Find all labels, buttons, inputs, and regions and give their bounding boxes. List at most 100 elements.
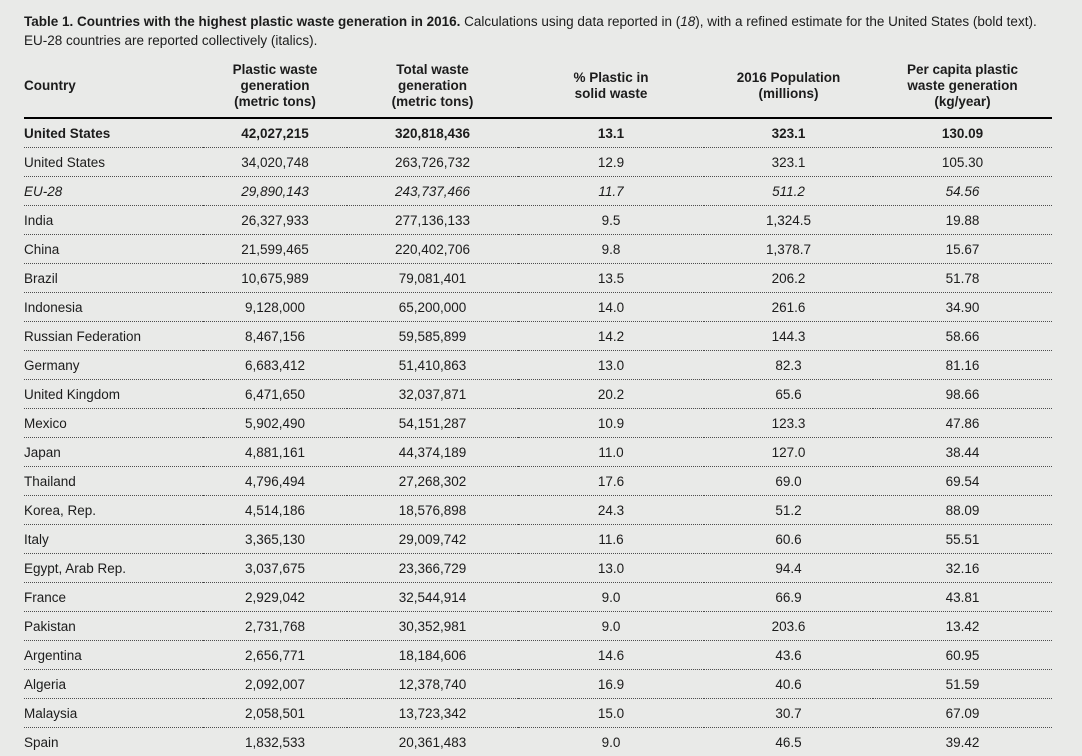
cell-pct-plastic-in-solid-waste: 14.0 [518, 293, 704, 322]
cell-country: China [24, 235, 203, 264]
cell-country: Mexico [24, 409, 203, 438]
cell-per-capita-plastic-waste-kg-year: 51.78 [873, 264, 1052, 293]
cell-pct-plastic-in-solid-waste: 17.6 [518, 467, 704, 496]
cell-country: Indonesia [24, 293, 203, 322]
cell-population-2016-millions: 511.2 [704, 177, 873, 206]
cell-plastic-waste-generation: 2,656,771 [203, 641, 347, 670]
cell-population-2016-millions: 40.6 [704, 670, 873, 699]
cell-total-waste-generation: 44,374,189 [347, 438, 518, 467]
cell-per-capita-plastic-waste-kg-year: 51.59 [873, 670, 1052, 699]
cell-pct-plastic-in-solid-waste: 9.0 [518, 612, 704, 641]
cell-per-capita-plastic-waste-kg-year: 47.86 [873, 409, 1052, 438]
cell-population-2016-millions: 94.4 [704, 554, 873, 583]
column-header-country: Country [24, 58, 203, 118]
cell-pct-plastic-in-solid-waste: 12.9 [518, 148, 704, 177]
cell-total-waste-generation: 13,723,342 [347, 699, 518, 728]
cell-country: United States [24, 148, 203, 177]
cell-plastic-waste-generation: 29,890,143 [203, 177, 347, 206]
cell-plastic-waste-generation: 2,092,007 [203, 670, 347, 699]
cell-per-capita-plastic-waste-kg-year: 58.66 [873, 322, 1052, 351]
cell-country: United Kingdom [24, 380, 203, 409]
cell-pct-plastic-in-solid-waste: 9.5 [518, 206, 704, 235]
cell-population-2016-millions: 323.1 [704, 148, 873, 177]
cell-country: India [24, 206, 203, 235]
table-header-row: Country Plastic waste generation (metric… [24, 58, 1052, 118]
caption-reference-number: 18 [680, 14, 695, 29]
cell-pct-plastic-in-solid-waste: 13.5 [518, 264, 704, 293]
cell-country: EU-28 [24, 177, 203, 206]
cell-country: United States [24, 118, 203, 148]
cell-total-waste-generation: 32,544,914 [347, 583, 518, 612]
cell-pct-plastic-in-solid-waste: 20.2 [518, 380, 704, 409]
cell-pct-plastic-in-solid-waste: 14.6 [518, 641, 704, 670]
cell-country: Brazil [24, 264, 203, 293]
cell-population-2016-millions: 66.9 [704, 583, 873, 612]
cell-pct-plastic-in-solid-waste: 11.6 [518, 525, 704, 554]
caption-text-before-ref: Calculations using data reported in ( [460, 14, 680, 29]
cell-total-waste-generation: 65,200,000 [347, 293, 518, 322]
cell-plastic-waste-generation: 10,675,989 [203, 264, 347, 293]
cell-population-2016-millions: 144.3 [704, 322, 873, 351]
cell-pct-plastic-in-solid-waste: 15.0 [518, 699, 704, 728]
cell-plastic-waste-generation: 34,020,748 [203, 148, 347, 177]
cell-pct-plastic-in-solid-waste: 9.8 [518, 235, 704, 264]
cell-plastic-waste-generation: 2,929,042 [203, 583, 347, 612]
cell-plastic-waste-generation: 2,058,501 [203, 699, 347, 728]
cell-country: Algeria [24, 670, 203, 699]
cell-plastic-waste-generation: 2,731,768 [203, 612, 347, 641]
cell-plastic-waste-generation: 4,881,161 [203, 438, 347, 467]
cell-total-waste-generation: 51,410,863 [347, 351, 518, 380]
cell-per-capita-plastic-waste-kg-year: 54.56 [873, 177, 1052, 206]
cell-total-waste-generation: 29,009,742 [347, 525, 518, 554]
cell-per-capita-plastic-waste-kg-year: 38.44 [873, 438, 1052, 467]
cell-per-capita-plastic-waste-kg-year: 81.16 [873, 351, 1052, 380]
cell-per-capita-plastic-waste-kg-year: 15.67 [873, 235, 1052, 264]
plastic-waste-table: Country Plastic waste generation (metric… [24, 58, 1052, 756]
table-header: Country Plastic waste generation (metric… [24, 58, 1052, 118]
cell-per-capita-plastic-waste-kg-year: 105.30 [873, 148, 1052, 177]
cell-population-2016-millions: 123.3 [704, 409, 873, 438]
cell-plastic-waste-generation: 26,327,933 [203, 206, 347, 235]
caption-title: Table 1. Countries with the highest plas… [24, 14, 460, 29]
cell-plastic-waste-generation: 3,037,675 [203, 554, 347, 583]
cell-population-2016-millions: 65.6 [704, 380, 873, 409]
cell-pct-plastic-in-solid-waste: 11.0 [518, 438, 704, 467]
cell-plastic-waste-generation: 42,027,215 [203, 118, 347, 148]
cell-plastic-waste-generation: 4,796,494 [203, 467, 347, 496]
cell-population-2016-millions: 43.6 [704, 641, 873, 670]
cell-country: Italy [24, 525, 203, 554]
cell-per-capita-plastic-waste-kg-year: 88.09 [873, 496, 1052, 525]
cell-total-waste-generation: 23,366,729 [347, 554, 518, 583]
cell-pct-plastic-in-solid-waste: 11.7 [518, 177, 704, 206]
cell-country: Egypt, Arab Rep. [24, 554, 203, 583]
cell-total-waste-generation: 32,037,871 [347, 380, 518, 409]
table-caption: Table 1. Countries with the highest plas… [24, 12, 1048, 50]
cell-total-waste-generation: 54,151,287 [347, 409, 518, 438]
cell-country: Pakistan [24, 612, 203, 641]
cell-pct-plastic-in-solid-waste: 24.3 [518, 496, 704, 525]
cell-country: Thailand [24, 467, 203, 496]
cell-country: Argentina [24, 641, 203, 670]
cell-population-2016-millions: 203.6 [704, 612, 873, 641]
cell-per-capita-plastic-waste-kg-year: 130.09 [873, 118, 1052, 148]
cell-country: Germany [24, 351, 203, 380]
cell-country: Malaysia [24, 699, 203, 728]
cell-pct-plastic-in-solid-waste: 13.1 [518, 118, 704, 148]
cell-population-2016-millions: 60.6 [704, 525, 873, 554]
